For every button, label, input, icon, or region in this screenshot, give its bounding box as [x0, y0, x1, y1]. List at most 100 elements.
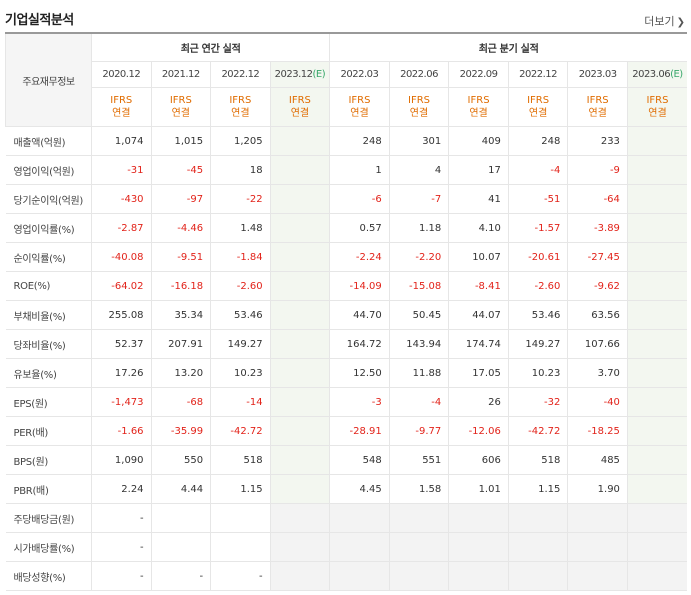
table-cell — [269, 387, 330, 417]
table-cell: -32 — [507, 387, 568, 417]
table-cell: 149.27 — [507, 329, 568, 359]
table-row: 배당성향(%) - - - — [5, 561, 687, 591]
table-cell: 63.56 — [567, 300, 628, 330]
row-label: 영업이익(억원) — [5, 155, 92, 185]
accounting-standard: IFRS 연결 — [507, 87, 568, 127]
row-label: 유보율(%) — [5, 358, 92, 388]
table-cell: -27.45 — [567, 242, 628, 272]
table-cell — [567, 561, 628, 591]
table-row: 영업이익률(%) -2.87 -4.46 1.48 0.57 1.18 4.10 -1.57-… — [5, 213, 687, 243]
table-cell: 518 — [210, 445, 271, 475]
table-cell — [626, 213, 687, 243]
section-title: 기업실적분석 — [5, 13, 74, 28]
table-cell — [507, 532, 568, 562]
table-cell: -1.84 — [210, 242, 271, 272]
more-link[interactable]: 더보기 ❯ — [644, 13, 685, 29]
table-cell — [626, 532, 687, 562]
table-cell: 518 — [507, 445, 568, 475]
table-cell: -14.09 — [329, 271, 390, 301]
table-cell: 301 — [388, 126, 449, 156]
table-cell: - — [91, 561, 152, 591]
table-cell — [269, 184, 330, 214]
table-cell: 233 — [567, 126, 628, 156]
standard-consolidated: 연결 — [231, 108, 250, 119]
table-cell: 548 — [329, 445, 390, 475]
table-cell: 409 — [448, 126, 509, 156]
row-label: ROE(%) — [5, 271, 92, 301]
table-cell: - — [91, 532, 152, 562]
standard-ifrs: IFRS — [586, 95, 609, 106]
table-cell: 1,090 — [91, 445, 152, 475]
table-cell: 17.05 — [448, 358, 509, 388]
table-cell: -4 — [507, 155, 568, 185]
table-cell: 2.24 — [91, 474, 152, 504]
table-cell: -1.66 — [91, 416, 152, 446]
period-header: 2022.12 — [210, 61, 271, 88]
table-cell: -12.06 — [448, 416, 509, 446]
standard-ifrs: IFRS — [408, 95, 430, 106]
standard-consolidated: 연결 — [648, 108, 667, 119]
table-cell — [388, 561, 449, 591]
period-label: 2022.06 — [400, 69, 438, 80]
table-row: ROE(%) -64.02 -16.18 -2.60 -14.09 -15.08 -8.41… — [5, 271, 687, 301]
table-row: EPS(원) -1,473 -68 -14 -3 -4 26 -32 -40 — [5, 387, 687, 417]
period-header: 2022.06 — [388, 61, 449, 88]
table-row: PER(배) -1.66 -35.99 -42.72 -28.91 -9.77 -12.06… — [5, 416, 687, 446]
table-row: 주당배당금(원) - — [5, 503, 687, 533]
row-label: PER(배) — [5, 416, 92, 446]
table-cell: - — [150, 561, 211, 591]
table-cell — [626, 474, 687, 504]
table-cell: -8.41 — [448, 271, 509, 301]
table-cell: -4.46 — [150, 213, 211, 243]
table-cell: -4 — [388, 387, 449, 417]
row-label: 순이익률(%) — [5, 242, 92, 272]
standard-ifrs: IFRS — [348, 95, 371, 106]
table-cell — [448, 503, 509, 533]
table-cell — [269, 532, 330, 562]
table-cell: 44.70 — [329, 300, 390, 330]
table-row: 유보율(%) 17.26 13.20 10.23 12.50 11.88 17.05 10.2… — [5, 358, 687, 388]
table-body: 매출액(억원) 1,074 1,015 1,205 248 301 409 248 233 영업이… — [5, 126, 687, 591]
accounting-standard: IFRS 연결 — [626, 87, 687, 127]
table-cell — [626, 126, 687, 156]
table-cell: 1.48 — [210, 213, 271, 243]
period-header: 2022.12 — [507, 61, 568, 88]
table-cell: 1.18 — [388, 213, 449, 243]
table-cell: -9.62 — [567, 271, 628, 301]
table-cell: - — [91, 503, 152, 533]
accounting-standard: IFRS 연결 — [91, 87, 152, 127]
period-label: 2023.03 — [578, 69, 617, 80]
table-cell — [329, 532, 390, 562]
standard-ifrs: IFRS — [169, 95, 192, 106]
period-label: 2022.12 — [519, 69, 558, 80]
row-label: 매출액(억원) — [5, 126, 92, 156]
row-label: 당기순이익(억원) — [5, 184, 92, 214]
table-cell — [448, 532, 509, 562]
table-cell: 4 — [388, 155, 449, 185]
table-row: 부채비율(%) 255.08 35.34 53.46 44.70 50.45 44.07 53… — [5, 300, 687, 330]
table-row: PBR(배) 2.24 4.44 1.15 4.45 1.58 1.01 1.15 1.90 — [5, 474, 687, 504]
table-cell: 149.27 — [210, 329, 271, 359]
table-cell: -3 — [329, 387, 390, 417]
accounting-standard: IFRS 연결 — [388, 87, 449, 127]
table-cell — [329, 561, 390, 591]
period-label: 2021.12 — [161, 69, 200, 80]
table-cell: -42.72 — [210, 416, 271, 446]
financial-table: 주요재무정보 최근 연간 실적 최근 분기 실적 2020.12 2021.12 2… — [5, 32, 687, 591]
table-row: 시가배당률(%) - — [5, 532, 687, 562]
row-label: 영업이익률(%) — [5, 213, 92, 243]
table-cell: -1,473 — [91, 387, 152, 417]
table-cell: 10.23 — [210, 358, 271, 388]
table-cell: -2.87 — [91, 213, 152, 243]
table-cell: 606 — [448, 445, 509, 475]
chevron-right-icon: ❯ — [676, 17, 685, 28]
table-cell: 18 — [210, 155, 271, 185]
period-header: 2021.12 — [150, 61, 211, 88]
table-cell — [448, 561, 509, 591]
period-header: 2020.12 — [91, 61, 152, 88]
standard-consolidated: 연결 — [588, 108, 607, 119]
standard-consolidated: 연결 — [528, 108, 548, 119]
table-cell: -3.89 — [567, 213, 628, 243]
table-cell — [269, 213, 330, 243]
table-cell — [269, 242, 330, 272]
